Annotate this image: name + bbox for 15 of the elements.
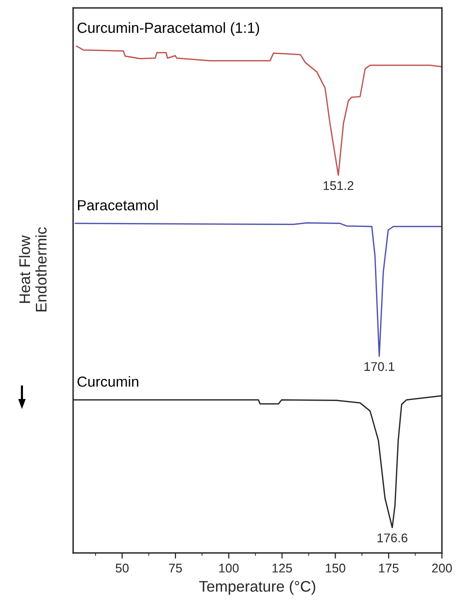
- y-axis-title: Heat Flow Endothermic: [18, 227, 47, 312]
- x-tick-label: 150: [326, 564, 346, 573]
- series-label: Paracetamol: [78, 200, 158, 210]
- x-tick-label: 100: [219, 564, 239, 573]
- annotation: 176.6: [378, 533, 408, 542]
- x-tick-label: 200: [432, 564, 452, 573]
- x-axis-title: Temperature (°C): [199, 580, 316, 595]
- x-tick-label: 125: [272, 564, 292, 573]
- x-tick-label: 175: [379, 564, 399, 573]
- x-tick-label: 50: [116, 564, 129, 573]
- x-tick-label: 75: [169, 564, 182, 573]
- annotation: 170.1: [364, 362, 394, 371]
- series-label: Curcumin: [78, 376, 138, 387]
- annotation: 151.2: [324, 181, 354, 190]
- series-label: Curcumin-Paracetamol (1:1): [78, 22, 260, 36]
